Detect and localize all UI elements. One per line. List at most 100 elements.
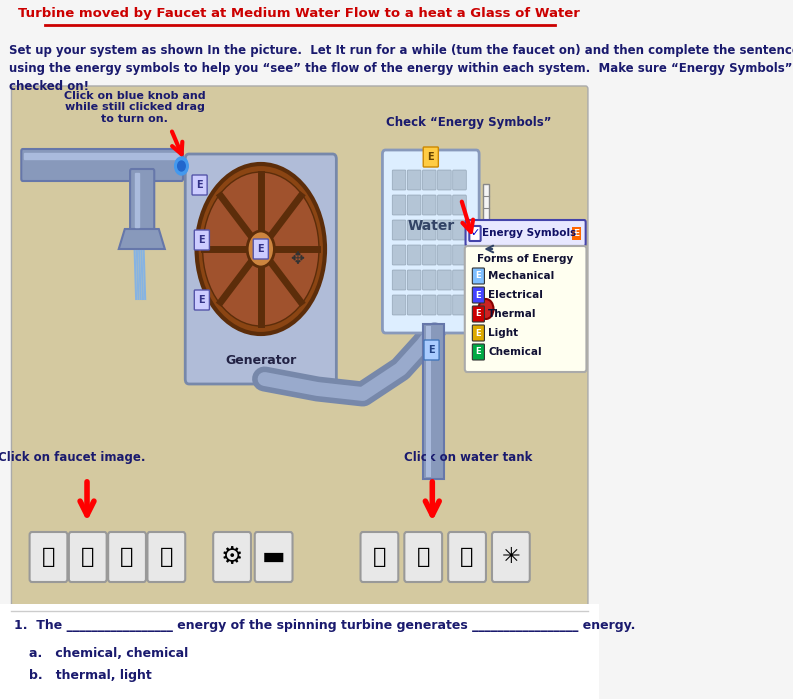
- Text: 🚲: 🚲: [42, 547, 56, 567]
- Text: E: E: [476, 310, 481, 319]
- FancyBboxPatch shape: [186, 154, 336, 384]
- FancyBboxPatch shape: [465, 220, 586, 246]
- Text: E: E: [427, 152, 434, 162]
- Bar: [25, 153, 180, 159]
- Bar: [483, 184, 489, 309]
- Polygon shape: [119, 229, 165, 249]
- FancyBboxPatch shape: [453, 170, 466, 190]
- FancyBboxPatch shape: [408, 295, 421, 315]
- FancyBboxPatch shape: [194, 290, 209, 310]
- Text: 💡: 💡: [416, 547, 430, 567]
- Text: 💧: 💧: [373, 547, 386, 567]
- FancyBboxPatch shape: [453, 295, 466, 315]
- FancyBboxPatch shape: [473, 306, 485, 322]
- FancyBboxPatch shape: [448, 532, 486, 582]
- FancyBboxPatch shape: [423, 270, 436, 290]
- Text: Set up your system as shown In the picture.  Let It run for a while (tum the fau: Set up your system as shown In the pictu…: [10, 44, 793, 93]
- Text: Click on water tank: Click on water tank: [404, 451, 533, 464]
- FancyBboxPatch shape: [194, 230, 209, 250]
- FancyBboxPatch shape: [382, 150, 479, 333]
- Circle shape: [203, 172, 319, 326]
- Text: E: E: [476, 291, 481, 299]
- Text: 💡: 💡: [121, 547, 134, 567]
- Circle shape: [254, 240, 267, 258]
- FancyBboxPatch shape: [424, 340, 439, 360]
- FancyBboxPatch shape: [423, 220, 436, 240]
- FancyBboxPatch shape: [253, 239, 268, 259]
- Bar: [423, 324, 444, 479]
- Text: E: E: [197, 180, 203, 190]
- FancyBboxPatch shape: [438, 170, 451, 190]
- Circle shape: [174, 157, 188, 175]
- Text: 🔴: 🔴: [159, 547, 173, 567]
- FancyBboxPatch shape: [465, 246, 587, 372]
- FancyBboxPatch shape: [21, 149, 183, 181]
- FancyBboxPatch shape: [393, 220, 406, 240]
- FancyBboxPatch shape: [69, 532, 106, 582]
- Text: 1.  The _________________ energy of the spinning turbine generates _____________: 1. The _________________ energy of the s…: [13, 619, 635, 632]
- FancyBboxPatch shape: [393, 170, 406, 190]
- Text: E: E: [258, 244, 264, 254]
- FancyBboxPatch shape: [393, 270, 406, 290]
- FancyBboxPatch shape: [147, 532, 186, 582]
- FancyBboxPatch shape: [423, 245, 436, 265]
- FancyBboxPatch shape: [423, 170, 436, 190]
- Text: Click on blue knob and
while still clicked drag
to turn on.: Click on blue knob and while still click…: [63, 91, 205, 124]
- FancyBboxPatch shape: [393, 295, 406, 315]
- FancyBboxPatch shape: [130, 169, 155, 231]
- Bar: [427, 326, 431, 477]
- Text: Water: Water: [407, 219, 454, 233]
- FancyBboxPatch shape: [393, 245, 406, 265]
- FancyBboxPatch shape: [423, 147, 439, 167]
- FancyBboxPatch shape: [453, 245, 466, 265]
- FancyBboxPatch shape: [453, 220, 466, 240]
- FancyBboxPatch shape: [473, 287, 485, 303]
- FancyBboxPatch shape: [408, 220, 421, 240]
- FancyBboxPatch shape: [255, 532, 293, 582]
- Bar: [0, 0, 600, 30]
- FancyBboxPatch shape: [29, 532, 67, 582]
- Bar: [484, 244, 488, 304]
- Text: a.   chemical, chemical: a. chemical, chemical: [29, 647, 188, 660]
- Text: ▬: ▬: [262, 545, 285, 569]
- Circle shape: [478, 299, 493, 319]
- Text: E: E: [476, 271, 481, 280]
- FancyBboxPatch shape: [438, 295, 451, 315]
- FancyBboxPatch shape: [192, 175, 207, 195]
- Text: ✥: ✥: [290, 250, 304, 268]
- Text: Light: Light: [488, 328, 519, 338]
- FancyBboxPatch shape: [438, 270, 451, 290]
- Text: ✓: ✓: [470, 228, 479, 238]
- Text: Generator: Generator: [225, 354, 297, 367]
- FancyBboxPatch shape: [423, 195, 436, 215]
- Circle shape: [247, 231, 274, 267]
- FancyBboxPatch shape: [453, 195, 466, 215]
- FancyBboxPatch shape: [473, 268, 485, 284]
- Bar: [572, 227, 581, 240]
- FancyBboxPatch shape: [473, 325, 485, 341]
- FancyBboxPatch shape: [423, 295, 436, 315]
- Text: Check “Energy Symbols”: Check “Energy Symbols”: [386, 116, 551, 129]
- Text: Energy Symbols: Energy Symbols: [482, 228, 577, 238]
- Text: Chemical: Chemical: [488, 347, 542, 357]
- FancyBboxPatch shape: [108, 532, 146, 582]
- Text: E: E: [476, 329, 481, 338]
- Text: Forms of Energy: Forms of Energy: [477, 254, 573, 264]
- FancyBboxPatch shape: [11, 86, 588, 612]
- FancyBboxPatch shape: [473, 344, 485, 360]
- FancyBboxPatch shape: [408, 270, 421, 290]
- Text: 🔲: 🔲: [461, 547, 473, 567]
- FancyBboxPatch shape: [393, 195, 406, 215]
- Text: Turbine moved by Faucet at Medium Water Flow to a heat a Glass of Water: Turbine moved by Faucet at Medium Water …: [18, 8, 580, 20]
- Text: Click on faucet image.: Click on faucet image.: [0, 451, 146, 464]
- FancyBboxPatch shape: [408, 245, 421, 265]
- Text: ✳: ✳: [501, 547, 520, 567]
- Text: E: E: [573, 229, 580, 238]
- Bar: [135, 173, 139, 227]
- Circle shape: [178, 161, 186, 171]
- FancyBboxPatch shape: [361, 532, 398, 582]
- Circle shape: [197, 164, 325, 334]
- Text: E: E: [476, 347, 481, 356]
- FancyBboxPatch shape: [408, 195, 421, 215]
- Text: Mechanical: Mechanical: [488, 271, 554, 281]
